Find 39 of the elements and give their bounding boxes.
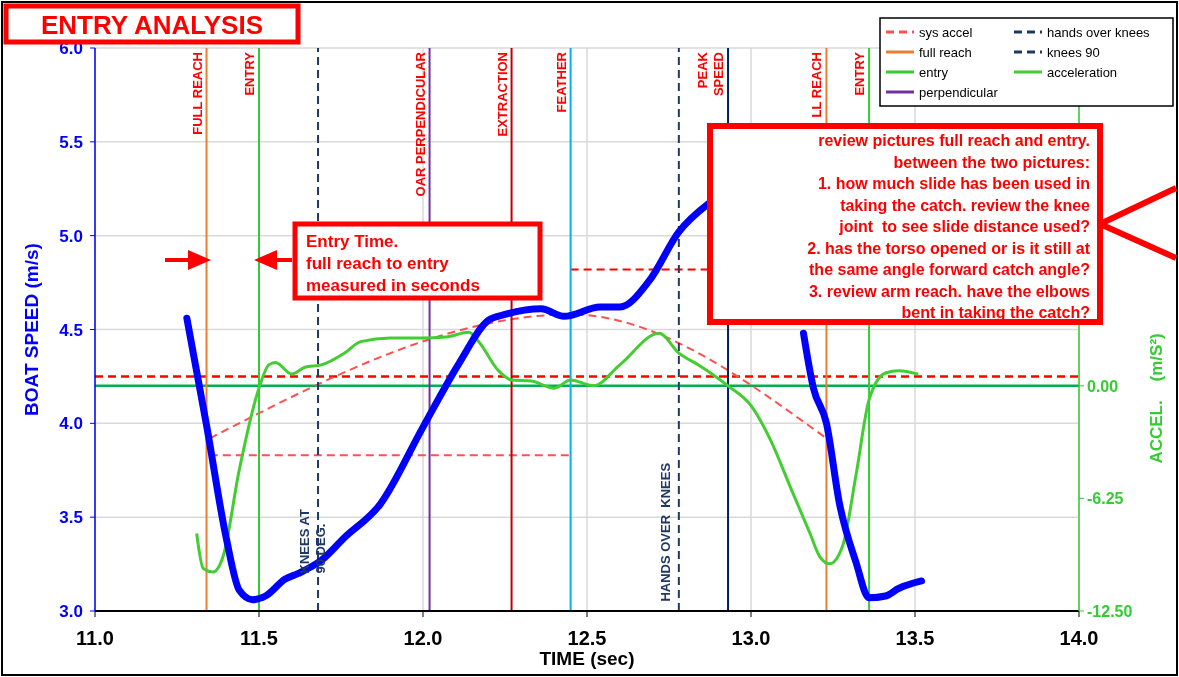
x-tick-label: 11.0 [76,627,114,649]
x-tick-label: 12.0 [403,627,443,649]
y-tick-label: 3.5 [59,508,83,528]
x-tick-label: 12.5 [567,627,607,649]
y-tick-label: 4.5 [59,320,83,340]
y-tick-label: 5.0 [59,226,83,246]
annotation: HANDS OVER KNEES [657,462,673,602]
annotation: OAR PERPENDICULAR [412,51,428,197]
legend-label: knees 90 [1047,45,1100,60]
annotation: Entry Time. full reach to entry measured in seconds [306,232,480,295]
y-tick-label: 3.0 [59,602,83,621]
annotation: FULL REACH [189,52,205,135]
annotation: KNEES AT 90 DEG. [297,509,329,574]
legend-label: perpendicular [919,85,999,100]
legend-label: full reach [919,45,972,60]
chart-title: ENTRY ANALYSIS [40,10,264,40]
x-tick-label: 13.5 [895,627,935,649]
y2-tick-label: 0.00 [1087,377,1119,395]
text: review pictures full reach and entry. between the two pictures: 1. how much slide has been used in taking the catch. review the knee joint to see slide distance used? 2. has the torso opened or is it still at the same angle forward catch angle? 3. review arm reach. have the elbows bent in taking the catch? [807,132,1090,321]
x-tick-label: 14.0 [1059,627,1099,649]
y-axis-title: BOAT SPEED (m/s) [21,243,42,416]
annotation: LL REACH [809,52,825,118]
y2-tick-label: -6.25 [1087,490,1124,508]
x-tick-label: 11.5 [240,627,278,649]
y-tick-label: 5.5 [59,132,83,152]
annotation: EXTRACTION [494,52,510,137]
x-axis-title: TIME (sec) [539,648,635,669]
annotation: ENTRY [852,51,868,96]
y2-tick-label: -12.50 [1087,603,1133,620]
y2-axis-title: ACCEL. (m/S²) [1147,333,1166,464]
legend-label: entry [919,65,949,80]
legend-label: sys accel [919,25,973,40]
y-tick-label: 4.0 [59,414,83,434]
annotation: FEATHER [553,51,569,113]
legend-label: hands over knees [1047,25,1151,40]
x-tick-label: 13.0 [731,627,771,649]
annotation: ENTRY [242,51,257,96]
legend-label: acceleration [1047,65,1118,80]
annotation: PEAK SPEED [695,51,727,97]
